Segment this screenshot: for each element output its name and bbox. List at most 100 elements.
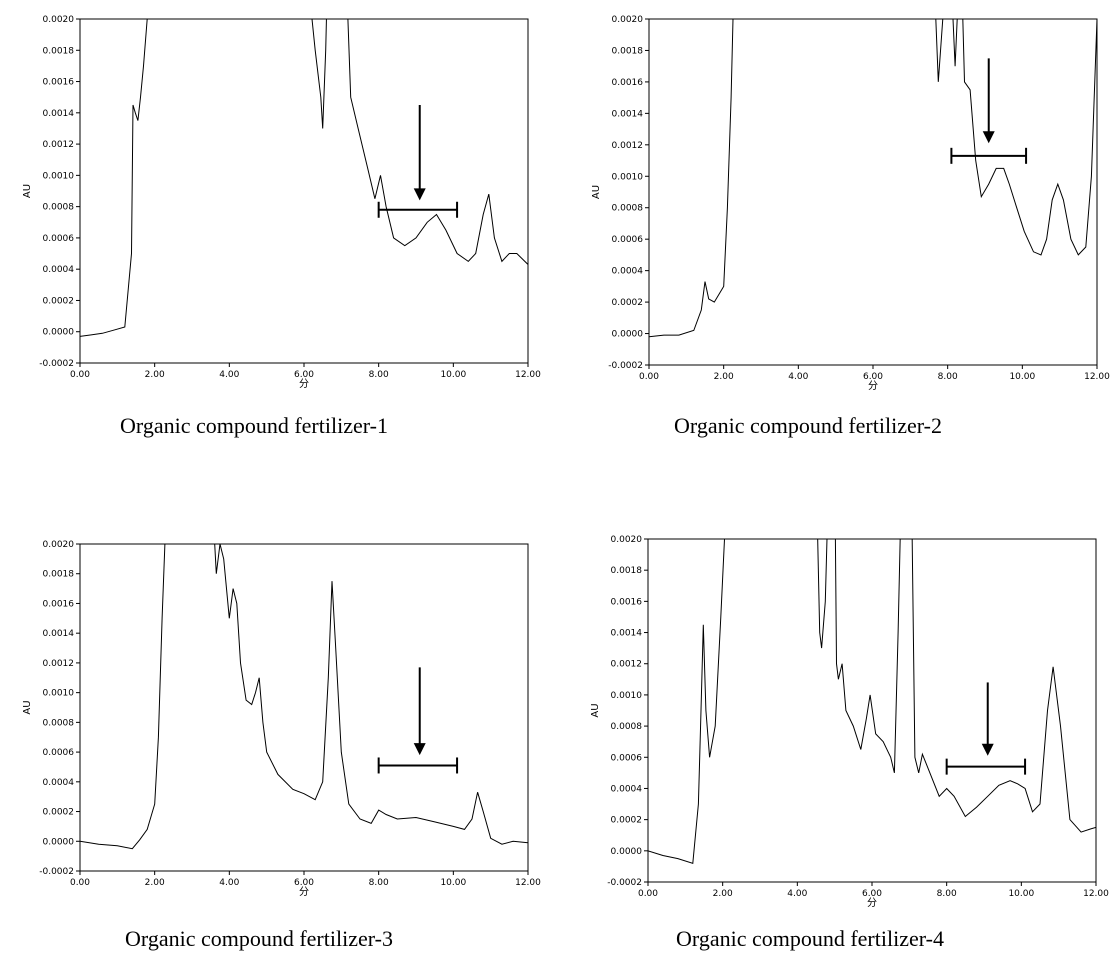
chart-caption-2: Organic compound fertilizer-2: [674, 413, 942, 438]
chart-caption-3: Organic compound fertilizer-3: [125, 926, 393, 951]
chart-panel-4: -0.0002 0.0000 0.0002 0.0004 0.0006 0.0008 0.0…: [556, 500, 1113, 977]
y-tick-label: 0.0006: [43, 748, 75, 758]
x-tick-label: 8.00: [369, 370, 389, 380]
y-axis-title: AU: [22, 700, 33, 714]
y-tick-label: 0.0020: [43, 540, 75, 550]
x-tick-label: 2.00: [713, 889, 733, 899]
x-tick-label: 4.00: [219, 370, 239, 380]
x-tick-label: 8.00: [369, 878, 389, 888]
x-tick-label: 12.00: [515, 878, 541, 888]
chart-panel-3: -0.0002 0.0000 0.0002 0.0004 0.0006 0.0008 0.0…: [0, 500, 556, 977]
y-tick-label: 0.0002: [43, 808, 75, 818]
y-tick-label: 0.0008: [43, 718, 75, 728]
y-tick-label: 0.0008: [612, 204, 644, 214]
y-tick-label: 0.0004: [612, 267, 644, 277]
x-axis-title: 分: [299, 886, 309, 898]
chart-caption-1: Organic compound fertilizer-1: [120, 413, 388, 438]
y-tick-label: 0.0008: [43, 203, 75, 213]
x-tick-label: 2.00: [714, 372, 734, 382]
chart-svg-1: -0.0002 0.0000 0.0002 0.0004 0.0006 0.0008 0.0…: [22, 15, 541, 390]
y-tick-label: -0.0002: [39, 867, 74, 877]
series-line: [80, 544, 528, 850]
y-tick-label: 0.0006: [612, 235, 644, 245]
y-tick-label: 0.0002: [612, 298, 644, 308]
y-tick-label: 0.0012: [611, 660, 643, 670]
y-tick-label: 0.0000: [43, 328, 75, 338]
y-tick-label: 0.0000: [612, 330, 644, 340]
y-tick-label: 0.0000: [43, 837, 75, 847]
y-tick-label: 0.0004: [43, 265, 75, 275]
y-tick-label: 0.0014: [43, 109, 75, 119]
y-tick-label: 0.0014: [612, 109, 644, 119]
y-tick-label: 0.0000: [611, 847, 643, 857]
y-tick-label: 0.0006: [43, 234, 75, 244]
y-tick-label: 0.0012: [43, 659, 75, 669]
y-tick-label: 0.0010: [611, 691, 643, 701]
x-tick-label: 10.00: [440, 878, 466, 888]
y-tick-label: 0.0014: [43, 629, 75, 639]
y-tick-label: -0.0002: [607, 878, 642, 888]
y-tick-label: 0.0016: [43, 78, 75, 88]
y-tick-label: 0.0008: [611, 722, 643, 732]
y-tick-label: 0.0006: [611, 753, 643, 763]
plot-frame: [79, 543, 529, 872]
y-tick-label: 0.0012: [43, 140, 75, 150]
x-tick-label: 6.00: [294, 878, 314, 888]
x-tick-label: 6.00: [294, 370, 314, 380]
x-tick-label: 2.00: [145, 878, 165, 888]
x-tick-label: 4.00: [788, 372, 808, 382]
y-tick-label: 0.0010: [612, 172, 644, 182]
y-tick-label: 0.0020: [43, 15, 75, 25]
x-tick-label: 4.00: [219, 878, 239, 888]
y-tick-label: 0.0020: [612, 15, 644, 25]
annotation-arrow-head: [413, 188, 426, 201]
x-axis-title: 分: [867, 897, 877, 909]
annotation-arrow-head: [982, 131, 995, 144]
x-axis-title: 分: [299, 378, 309, 390]
chart-svg-2: -0.0002 0.0000 0.0002 0.0004 0.0006 0.0008 0.0…: [591, 15, 1110, 392]
y-axis-title: AU: [22, 184, 33, 198]
x-tick-label: 6.00: [863, 372, 883, 382]
chart-caption-4: Organic compound fertilizer-4: [676, 926, 944, 951]
x-tick-label: 12.00: [515, 370, 541, 380]
x-tick-label: 8.00: [937, 889, 957, 899]
chart-svg-3: -0.0002 0.0000 0.0002 0.0004 0.0006 0.0008 0.0…: [22, 540, 541, 898]
x-tick-label: 10.00: [1008, 889, 1034, 899]
series-line: [80, 19, 528, 337]
y-tick-label: 0.0016: [43, 599, 75, 609]
chart-panel-2: -0.0002 0.0000 0.0002 0.0004 0.0006 0.0008 0.0…: [556, 0, 1113, 470]
x-tick-label: 2.00: [145, 370, 165, 380]
chart-svg-4: -0.0002 0.0000 0.0002 0.0004 0.0006 0.0008 0.0…: [590, 535, 1109, 909]
y-tick-label: 0.0018: [611, 566, 643, 576]
y-tick-label: 0.0002: [611, 816, 643, 826]
y-tick-label: -0.0002: [608, 361, 643, 371]
y-tick-label: -0.0002: [39, 359, 74, 369]
series-line: [648, 539, 1096, 864]
x-axis-title: 分: [868, 380, 878, 392]
y-tick-label: 0.0020: [611, 535, 643, 545]
y-tick-label: 0.0010: [43, 171, 75, 181]
plot-frame: [79, 18, 529, 364]
y-tick-label: 0.0010: [43, 689, 75, 699]
x-tick-label: 0.00: [70, 370, 90, 380]
x-tick-label: 0.00: [639, 372, 659, 382]
x-tick-label: 4.00: [787, 889, 807, 899]
x-tick-label: 0.00: [70, 878, 90, 888]
y-tick-label: 0.0016: [612, 78, 644, 88]
chart-panel-1: -0.0002 0.0000 0.0002 0.0004 0.0006 0.0008 0.0…: [0, 0, 556, 470]
x-tick-label: 10.00: [1009, 372, 1035, 382]
x-tick-label: 12.00: [1083, 889, 1109, 899]
y-tick-label: 0.0002: [43, 296, 75, 306]
x-tick-label: 0.00: [638, 889, 658, 899]
x-tick-label: 8.00: [938, 372, 958, 382]
annotation-arrow-head: [413, 743, 426, 756]
y-tick-label: 0.0018: [43, 570, 75, 580]
y-axis-title: AU: [590, 703, 601, 717]
y-tick-label: 0.0004: [43, 778, 75, 788]
y-tick-label: 0.0012: [612, 141, 644, 151]
y-tick-label: 0.0018: [612, 46, 644, 56]
x-tick-label: 6.00: [862, 889, 882, 899]
y-tick-label: 0.0014: [611, 629, 643, 639]
y-tick-label: 0.0004: [611, 784, 643, 794]
y-tick-label: 0.0018: [43, 46, 75, 56]
